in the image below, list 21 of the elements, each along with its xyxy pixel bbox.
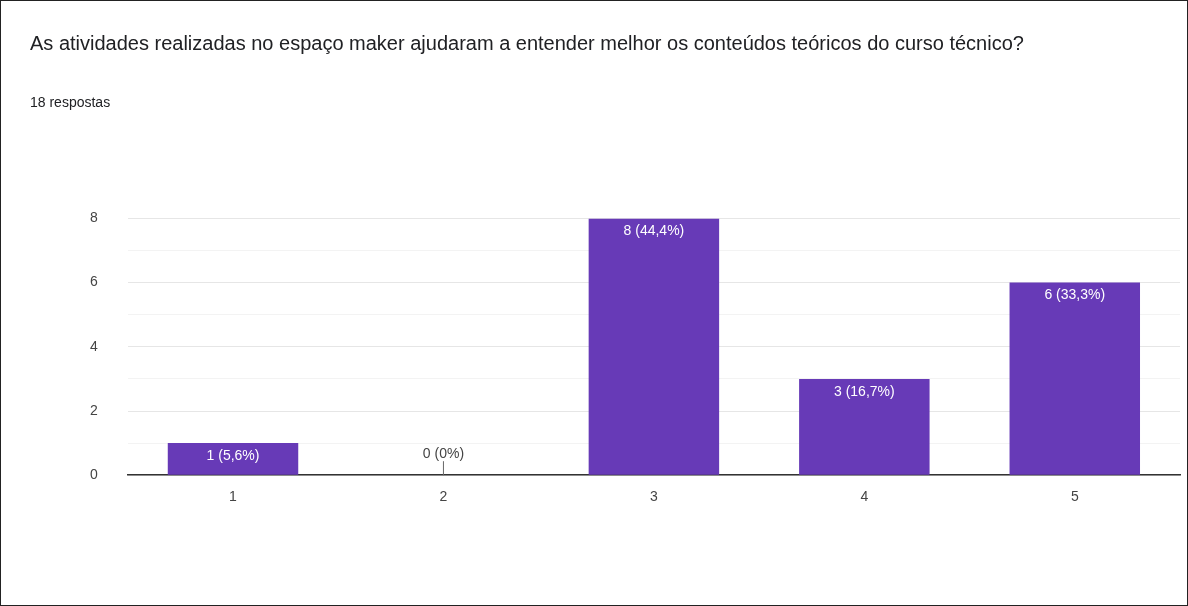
y-tick-label: 8	[89, 209, 98, 226]
y-tick-label: 2	[89, 401, 98, 418]
data-label: 3 (16,7%)	[833, 382, 895, 399]
y-tick-label: 6	[89, 273, 98, 290]
data-label: 8 (44,4%)	[623, 222, 685, 239]
bar	[167, 443, 299, 475]
x-tick-label: 2	[439, 488, 448, 505]
y-tick-label: 4	[89, 337, 98, 354]
data-label: 0 (0%)	[422, 445, 465, 462]
bar	[588, 218, 720, 475]
data-label: 6 (33,3%)	[1044, 286, 1106, 303]
data-label: 1 (5,6%)	[206, 446, 260, 463]
chart-title: As atividades realizadas no espaço maker ajudaram a entender melhor os conteúdos teóricos do curso técnico?	[30, 31, 1025, 56]
y-tick-label: 0	[89, 466, 98, 483]
x-tick-label: 3	[649, 488, 658, 505]
bar	[799, 378, 930, 475]
x-tick-label: 1	[229, 488, 238, 505]
x-tick-label: 5	[1070, 488, 1079, 505]
bar	[1009, 282, 1141, 475]
x-tick-label: 4	[860, 488, 869, 505]
chart-subtitle: 18 respostas	[30, 94, 111, 110]
